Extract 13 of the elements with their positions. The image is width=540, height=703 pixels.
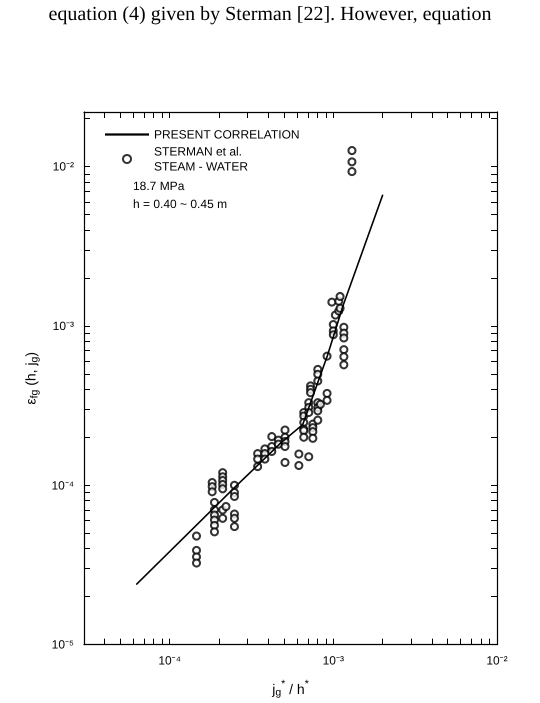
y-tick-label: 10⁻⁵: [52, 638, 74, 652]
y-axis-title: εfg (h, jg): [22, 352, 40, 405]
x-tick-label: 10⁻³: [322, 654, 344, 668]
annotation: h = 0.40 ~ 0.45 m: [133, 197, 228, 211]
y-tick-label: 10⁻³: [52, 318, 74, 333]
annotation: 18.7 MPa: [133, 179, 185, 193]
y-tick-label: 10⁻⁴: [51, 478, 74, 492]
y-tick-label: 10⁻²: [52, 160, 74, 174]
text: equation (4) given by Sterman [22]. However, equation: [48, 3, 492, 25]
legend-label: STERMAN et al. STEAM - WATER: [154, 144, 248, 174]
x-tick-label: 10⁻⁴: [158, 654, 181, 668]
legend-label: PRESENT CORRELATION: [154, 128, 300, 142]
x-tick-label: 10⁻²: [486, 654, 508, 668]
